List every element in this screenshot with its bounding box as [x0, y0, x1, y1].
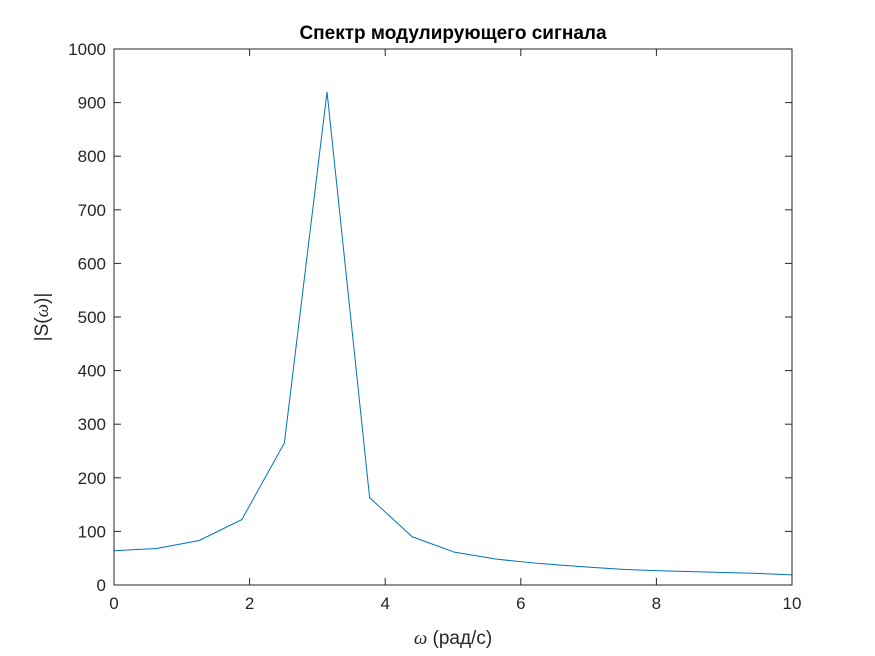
- y-axis-label-prefix: |S(: [32, 317, 53, 342]
- y-tick-label-4: 400: [78, 362, 106, 381]
- y-tick-label-8: 800: [78, 147, 106, 166]
- y-tick-label-1: 100: [78, 522, 106, 541]
- series-line: [113, 91, 793, 576]
- y-axis-label-symbol: ω: [32, 304, 53, 317]
- y-tick-label-3: 300: [78, 415, 106, 434]
- plot-area: [114, 49, 792, 585]
- y-tick-label-5: 500: [78, 308, 106, 327]
- x-axis-label-text: (рад/с): [427, 628, 492, 649]
- x-tick-label-2: 4: [380, 594, 389, 613]
- y-axis-label-suffix: )|: [32, 293, 53, 304]
- y-tick-label-7: 700: [78, 201, 106, 220]
- y-tick-label-6: 600: [78, 254, 106, 273]
- y-tick-label-10: 1000: [68, 40, 106, 59]
- x-tick-label-0: 0: [109, 594, 118, 613]
- y-tick-label-2: 200: [78, 469, 106, 488]
- y-tick-label-0: 0: [97, 576, 106, 595]
- x-tick-label-1: 2: [245, 594, 254, 613]
- y-tick-label-9: 900: [78, 94, 106, 113]
- x-axis-label-symbol: ω: [414, 628, 427, 649]
- x-tick-label-3: 6: [516, 594, 525, 613]
- axes-box: [113, 48, 793, 586]
- y-axis-label: |S(ω)|: [32, 293, 53, 342]
- x-tick-label-5: 10: [783, 594, 802, 613]
- x-tick-label-4: 8: [652, 594, 661, 613]
- chart-title: Спектр модулирующего сигнала: [299, 23, 607, 44]
- x-axis-label: ω (рад/с): [414, 628, 492, 649]
